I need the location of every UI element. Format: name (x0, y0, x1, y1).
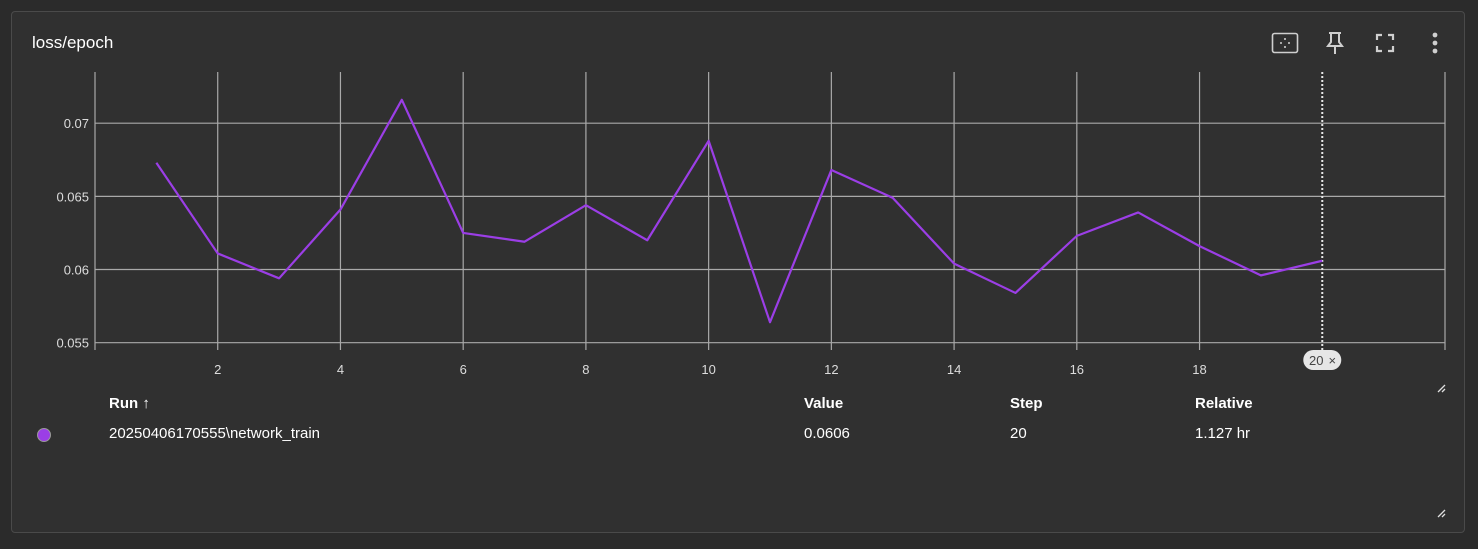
y-tick-label: 0.06 (64, 263, 89, 278)
relative-cell: 1.127 hr (1195, 425, 1251, 442)
value-cell: 0.0606 (804, 425, 850, 442)
fit-domain-button[interactable] (1270, 28, 1300, 58)
x-tick-label: 14 (947, 362, 961, 377)
step-cell: 20 (1010, 425, 1027, 442)
fullscreen-button[interactable] (1370, 28, 1400, 58)
cursor-badge[interactable] (1303, 350, 1342, 370)
x-tick-label: 12 (824, 362, 838, 377)
series-line (155, 98, 1323, 324)
resize-icon (1437, 384, 1446, 393)
column-header-value[interactable]: Value (804, 395, 844, 412)
run-color-dot[interactable] (37, 428, 51, 442)
run-name-cell: 20250406170555\network_train (109, 425, 321, 442)
chart-resize-handle[interactable] (1436, 380, 1446, 393)
y-tick-label: 0.07 (64, 116, 89, 131)
resize-icon (1437, 509, 1446, 518)
card-toolbar (1270, 28, 1450, 58)
cursor-close-icon[interactable]: × (1328, 353, 1336, 368)
x-tick-label: 10 (701, 362, 715, 377)
card-title: loss/epoch (32, 33, 114, 52)
x-tick-label: 18 (1192, 362, 1206, 377)
cursor-badge-label: 20 (1309, 353, 1323, 368)
x-tick-label: 8 (582, 362, 589, 377)
pin-button[interactable] (1320, 28, 1350, 58)
column-header-step[interactable]: Step (1010, 395, 1043, 412)
pin-icon (1326, 32, 1344, 54)
more-vert-icon (1432, 32, 1438, 54)
y-tick-label: 0.065 (56, 189, 89, 204)
scalar-card: loss/epoch 0.055 0.06 0.065 0.07 2 4 (11, 11, 1465, 533)
y-tick-label: 0.055 (56, 336, 89, 351)
column-header-run[interactable]: Run ↑ (109, 395, 150, 412)
x-tick-label: 4 (337, 362, 344, 377)
x-tick-label: 2 (214, 362, 221, 377)
table-resize-handle[interactable] (1436, 505, 1446, 518)
fit-domain-icon (1271, 32, 1299, 54)
x-tick-label: 16 (1070, 362, 1084, 377)
fullscreen-icon (1375, 33, 1395, 53)
line-chart[interactable]: 0.055 0.06 0.065 0.07 2 4 6 8 10 12 14 16 18 20 × (12, 12, 1464, 392)
x-tick-label: 6 (460, 362, 467, 377)
column-header-relative[interactable]: Relative (1195, 395, 1253, 412)
more-options-button[interactable] (1420, 28, 1450, 58)
